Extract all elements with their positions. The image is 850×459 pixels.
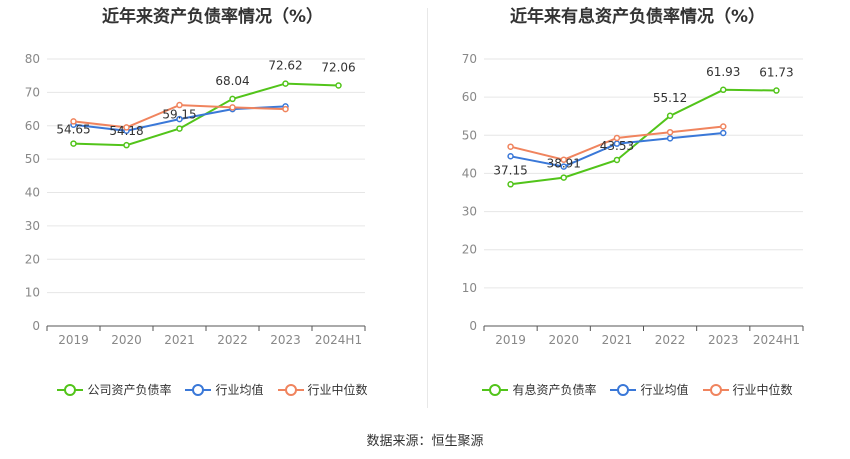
data-point: [666, 128, 674, 136]
y-tick-label: 30: [462, 205, 477, 219]
data-label: 55.12: [653, 91, 687, 105]
line-chart-debt-ratio: 0 10 20 30 40 50 60 70 80 2019 2020 2021 2022 2023 202…: [25, 52, 366, 347]
x-tick-label: 2022: [655, 333, 686, 347]
y-tick-label: 80: [25, 52, 40, 66]
data-point: [282, 105, 289, 113]
legend-line-marker-icon: [57, 383, 84, 396]
y-tick-label: 60: [462, 90, 477, 104]
data-point: [507, 181, 514, 188]
data-point: [507, 143, 514, 150]
legend-item-company[interactable]: 公司资产负债率: [57, 381, 171, 398]
x-tick-label: 2024H1: [315, 333, 362, 347]
y-tick-label: 20: [25, 252, 40, 266]
y-tick-label: 0: [32, 319, 40, 333]
data-point: [335, 82, 342, 89]
data-label: 59.15: [162, 108, 196, 122]
data-label: 54.65: [56, 123, 90, 137]
data-point: [176, 115, 183, 123]
data-label: 72.62: [268, 59, 302, 73]
data-point: [70, 118, 77, 125]
legend-item-industry-median[interactable]: 行业中位数: [277, 381, 368, 398]
y-tick-label: 40: [462, 166, 477, 180]
data-point: [560, 156, 567, 163]
legend-label: 行业均值: [640, 383, 689, 397]
data-label: 54.18: [109, 124, 143, 138]
series-line: [510, 88, 777, 186]
chart-title: 近年来资产负债率情况（%）: [101, 7, 324, 27]
data-label: 37.15: [493, 163, 527, 177]
y-tick-label: 20: [462, 243, 477, 257]
y-tick-label: 10: [462, 281, 477, 295]
data-point: [613, 156, 621, 164]
data-point: [282, 80, 289, 87]
legend-line-marker-icon: [610, 383, 637, 396]
legend-item-industry-mean[interactable]: 行业均值: [185, 381, 264, 398]
chart-title: 近年来有息资产负债率情况（%）: [509, 7, 766, 27]
x-tick-label: 2021: [602, 333, 633, 347]
x-tick-label: 2023: [708, 333, 739, 347]
legend-label: 行业中位数: [307, 383, 368, 397]
data-label: 72.06: [321, 60, 355, 74]
data-point: [123, 141, 130, 149]
y-tick-label: 70: [25, 85, 40, 99]
data-point: [560, 163, 567, 170]
data-point: [720, 123, 727, 130]
legend-line-marker-icon: [702, 383, 729, 396]
x-tick-label: 2022: [217, 333, 248, 347]
y-tick-label: 30: [25, 219, 40, 233]
data-point: [123, 124, 130, 131]
x-tick-label: 2021: [164, 333, 195, 347]
data-label: 68.04: [215, 74, 249, 88]
data-label: 38.91: [547, 157, 581, 171]
data-point: [666, 112, 674, 120]
x-tick-label: 2020: [548, 333, 579, 347]
data-point: [70, 140, 77, 147]
x-tick-label: 2024H1: [753, 333, 800, 347]
legend-line-marker-icon: [277, 383, 304, 396]
source-label: 数据来源：恒生聚源: [366, 434, 484, 449]
legend-label: 行业均值: [215, 383, 264, 397]
data-point: [507, 153, 514, 160]
chart-legend: 有息资产负债率 行业均值 行业中位数: [425, 381, 850, 398]
legend-label: 行业中位数: [732, 383, 793, 397]
x-tick-label: 2023: [270, 333, 301, 347]
x-tick-label: 2020: [111, 333, 142, 347]
data-point: [229, 104, 236, 111]
data-label: 43.53: [600, 139, 634, 153]
chart-panel-interest-debt-ratio: 近年来有息资产负债率情况（%） 0 10 20 30 40 50 60 70 2019 2020 2…: [425, 0, 850, 410]
chart-legend: 公司资产负债率 行业均值 行业中位数: [0, 381, 425, 398]
legend-label: 公司资产负债率: [87, 383, 172, 397]
data-point: [720, 129, 727, 137]
y-tick-label: 50: [25, 152, 40, 166]
data-point: [666, 135, 674, 142]
legend-line-marker-icon: [185, 383, 212, 396]
data-point: [229, 95, 236, 103]
legend-label: 有息资产负债率: [512, 383, 597, 397]
x-tick-label: 2019: [495, 333, 526, 347]
y-tick-label: 50: [462, 128, 477, 142]
y-tick-label: 10: [25, 286, 40, 300]
legend-item-industry-median[interactable]: 行业中位数: [702, 381, 793, 398]
chart-panel-debt-ratio: 近年来资产负债率情况（%） 0 10 20 30 40 50 60 70 80 2019 2020 2…: [0, 0, 425, 410]
data-point: [560, 174, 567, 181]
y-tick-label: 40: [25, 186, 40, 200]
data-label: 61.93: [706, 65, 740, 79]
line-chart-interest-debt-ratio: 0 10 20 30 40 50 60 70 2019 2020 2021 2022 2023 2024H…: [462, 52, 804, 347]
data-point: [720, 86, 727, 94]
data-label: 61.73: [759, 66, 793, 80]
data-point: [176, 125, 183, 132]
y-tick-label: 60: [25, 119, 40, 133]
legend-item-company[interactable]: 有息资产负债率: [482, 381, 596, 398]
data-point: [773, 87, 780, 94]
legend-line-marker-icon: [482, 383, 509, 396]
y-tick-label: 0: [469, 319, 477, 333]
panel-divider: [427, 8, 428, 408]
legend-item-industry-mean[interactable]: 行业均值: [610, 381, 689, 398]
y-tick-label: 70: [462, 52, 477, 66]
data-point: [176, 101, 183, 109]
data-point: [613, 134, 621, 142]
x-tick-label: 2019: [58, 333, 89, 347]
